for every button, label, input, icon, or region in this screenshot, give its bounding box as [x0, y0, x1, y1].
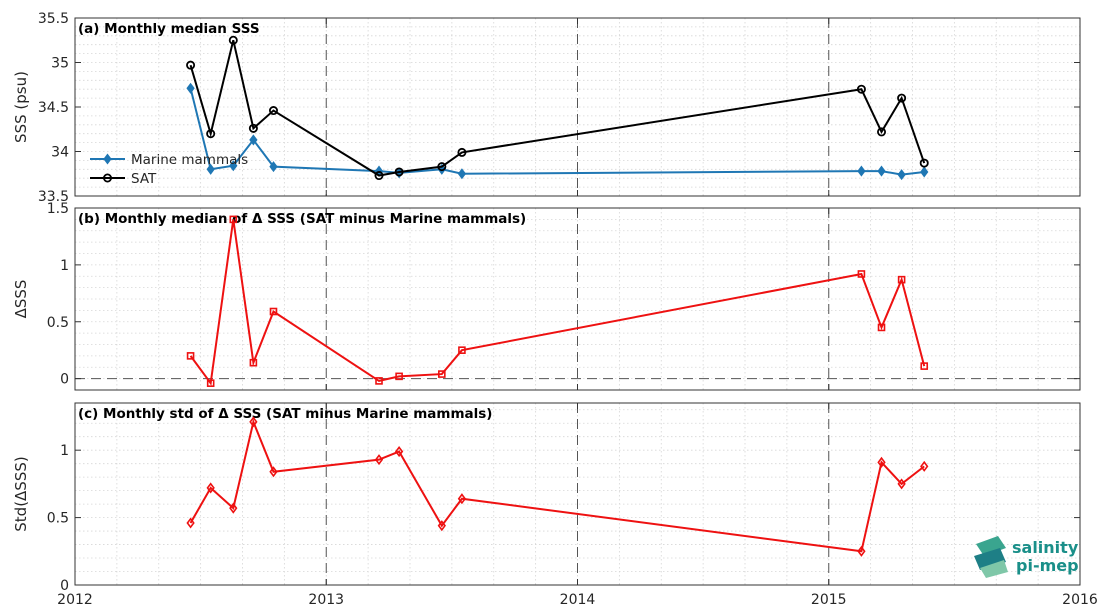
y-tick-label: 1: [60, 258, 69, 274]
data-point: [206, 163, 215, 175]
series-delta: [186, 215, 929, 387]
panel-sss: 33.5 34 34.5 35 35.5 SSS (psu) (a) Monthly med…: [12, 11, 1081, 205]
data-point: [186, 517, 195, 529]
series-line: [189, 219, 926, 386]
data-point: [856, 84, 866, 94]
series-line: [189, 40, 926, 177]
y-tick-label: 33.5: [38, 189, 69, 205]
series-delta: [186, 416, 929, 557]
data-point: [897, 275, 906, 284]
plot-frame: [74, 207, 1081, 391]
x-tick-label: 2016: [1062, 592, 1098, 608]
y-axis-label: Std(ΔSSS): [12, 456, 30, 531]
data-point: [186, 60, 196, 70]
data-point: [395, 372, 403, 381]
x-tick-label: 2014: [560, 592, 596, 608]
data-point: [374, 171, 384, 181]
data-point: [877, 165, 886, 177]
data-point: [857, 165, 866, 177]
data-point: [438, 370, 446, 378]
data-point: [897, 478, 906, 490]
data-point: [229, 502, 238, 514]
data-point: [897, 93, 907, 103]
y-tick-label: 35.5: [38, 11, 69, 27]
grid: [74, 207, 1081, 391]
data-point: [394, 167, 404, 177]
data-point: [458, 346, 466, 354]
panel-title: (a) Monthly median SSS: [78, 21, 260, 37]
data-point: [268, 106, 278, 116]
panels: 33.5 34 34.5 35 35.5 SSS (psu) (a) Monthly med…: [12, 11, 1098, 608]
data-point: [229, 215, 238, 224]
data-point: [249, 134, 258, 146]
y-axis-label: ΔSSS: [12, 280, 30, 319]
data-point: [437, 520, 446, 532]
data-point: [437, 162, 447, 172]
y-tick-label: 34.5: [38, 100, 69, 116]
legend-label: Marine mammals: [131, 152, 248, 168]
y-tick-label: 1: [60, 443, 69, 459]
series-line: [189, 88, 925, 176]
data-point: [897, 169, 906, 181]
data-point: [269, 161, 278, 173]
data-point: [228, 35, 238, 45]
data-point: [269, 466, 278, 478]
data-point: [229, 160, 238, 172]
data-point: [249, 416, 258, 428]
data-point: [186, 352, 195, 360]
legend-label: SAT: [131, 171, 157, 187]
panel-title: (b) Monthly median of Δ SSS (SAT minus M…: [78, 211, 526, 227]
salinity-pi-mep-logo: salinity pi-mep: [974, 536, 1079, 578]
data-point: [269, 307, 278, 316]
panel-delta: 0 0.5 1 1.5 ΔSSS (b) Monthly median of Δ SSS …: [12, 201, 1081, 391]
legend: Marine mammals SAT: [90, 152, 248, 187]
plot-frame: [74, 402, 1081, 586]
grid: [74, 403, 1081, 586]
y-tick-label: 0.5: [47, 315, 69, 331]
data-point: [920, 166, 929, 178]
legend-marker: [103, 173, 113, 183]
data-point: [374, 454, 384, 466]
y-tick-label: 0: [60, 372, 69, 388]
data-point: [457, 168, 467, 180]
y-tick-label: 34: [51, 145, 69, 161]
legend-marker: [103, 153, 112, 165]
data-point: [857, 545, 866, 557]
data-point: [877, 456, 886, 468]
panel-std: 0 0.5 1 2012 2013 2014 2015 2016 Std(ΔSSS) (c) Mo…: [12, 402, 1098, 608]
series-sat: [186, 35, 929, 181]
data-point: [248, 123, 258, 133]
data-point: [920, 362, 929, 370]
logo-line2: pi-mep: [1016, 556, 1079, 575]
y-tick-label: 1.5: [47, 201, 69, 217]
y-tick-label: 35: [51, 56, 69, 72]
x-tick-label: 2012: [57, 592, 93, 608]
data-point: [186, 82, 195, 94]
data-point: [457, 147, 467, 157]
x-tick-label: 2015: [811, 592, 847, 608]
logo-line1: salinity: [1012, 538, 1079, 557]
data-point: [877, 323, 886, 332]
data-point: [877, 127, 887, 137]
panel-title: (c) Monthly std of Δ SSS (SAT minus Mari…: [78, 406, 492, 422]
data-point: [375, 377, 383, 385]
data-point: [206, 482, 215, 494]
data-point: [206, 129, 216, 139]
data-point: [919, 158, 929, 168]
x-tick-label: 2013: [308, 592, 344, 608]
y-tick-label: 0.5: [47, 511, 69, 527]
data-point: [920, 460, 929, 472]
y-tick-label: 0: [60, 578, 69, 594]
series-line: [189, 418, 925, 553]
data-point: [857, 270, 866, 278]
data-point: [206, 379, 215, 387]
y-axis-label: SSS (psu): [12, 71, 30, 143]
data-point: [394, 446, 404, 458]
data-point: [249, 358, 258, 367]
data-point: [457, 493, 467, 505]
